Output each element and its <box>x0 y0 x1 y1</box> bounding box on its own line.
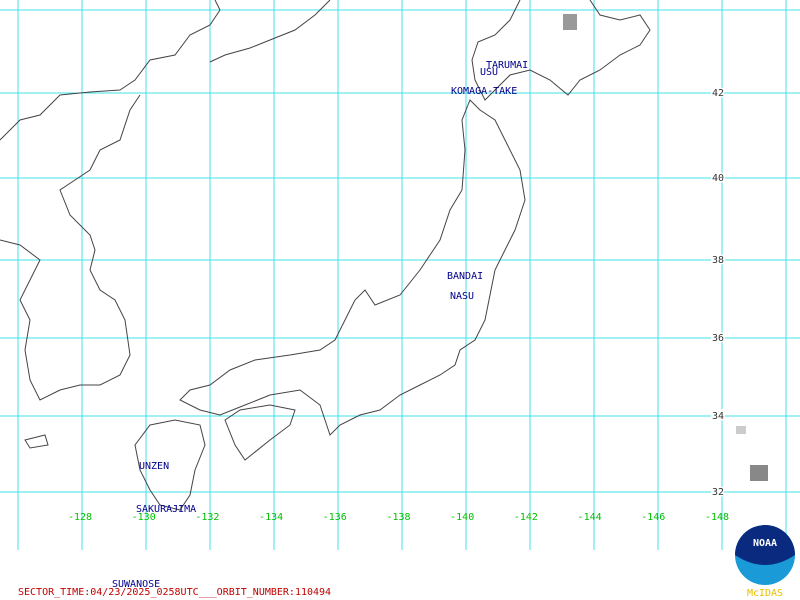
graticule <box>0 0 800 550</box>
longitude-label: -138 <box>386 512 410 523</box>
cloud <box>563 14 577 30</box>
coastline <box>179 99 526 436</box>
coastline <box>224 404 296 461</box>
latitude-label: 36 <box>712 333 724 344</box>
longitude-label: -130 <box>132 512 156 523</box>
longitude-label: -140 <box>450 512 474 523</box>
volcano-label: BANDAI <box>447 271 483 282</box>
longitude-label: -148 <box>705 512 729 523</box>
sector-time: SECTOR_TIME:04/23/2025_0258UTC___ORBIT_N… <box>18 587 331 598</box>
noaa-logo: NOAA <box>735 525 795 585</box>
coastline <box>209 0 331 63</box>
latitude-label: 42 <box>712 88 724 99</box>
longitude-label: -128 <box>68 512 92 523</box>
latitude-label: 40 <box>712 173 724 184</box>
labels: 42 40 38 36 34 32 -128 -130 -132 -134 -136 -138 -140… <box>68 60 729 590</box>
longitude-label: -144 <box>578 512 602 523</box>
credit: McIDAS <box>747 588 783 599</box>
coastline <box>134 419 206 511</box>
longitude-label: -146 <box>641 512 665 523</box>
latitude-label: 32 <box>712 487 724 498</box>
coastline <box>0 0 221 141</box>
longitude-label: -142 <box>514 512 538 523</box>
volcano-label: NASU <box>450 291 474 302</box>
volcano-label: UNZEN <box>139 461 169 472</box>
coastline <box>0 94 141 401</box>
coastlines <box>0 0 768 511</box>
cloud <box>736 426 746 434</box>
longitude-label: -136 <box>323 512 347 523</box>
volcano-label: TARUMAI <box>486 60 528 71</box>
volcano-label: SAKURAJIMA <box>136 504 196 515</box>
logo-text: NOAA <box>753 538 777 549</box>
longitude-label: -132 <box>195 512 219 523</box>
volcano-label: USU <box>480 67 498 78</box>
coastline <box>471 0 651 101</box>
latitude-label: 34 <box>712 411 724 422</box>
volcano-label: SUWANOSE <box>112 579 160 590</box>
cloud <box>750 465 768 481</box>
coastline <box>24 434 49 449</box>
logo-top <box>735 525 795 565</box>
latitude-label: 38 <box>712 255 724 266</box>
volcano-label: KOMAGA-TAKE <box>451 86 517 97</box>
longitude-label: -134 <box>259 512 283 523</box>
